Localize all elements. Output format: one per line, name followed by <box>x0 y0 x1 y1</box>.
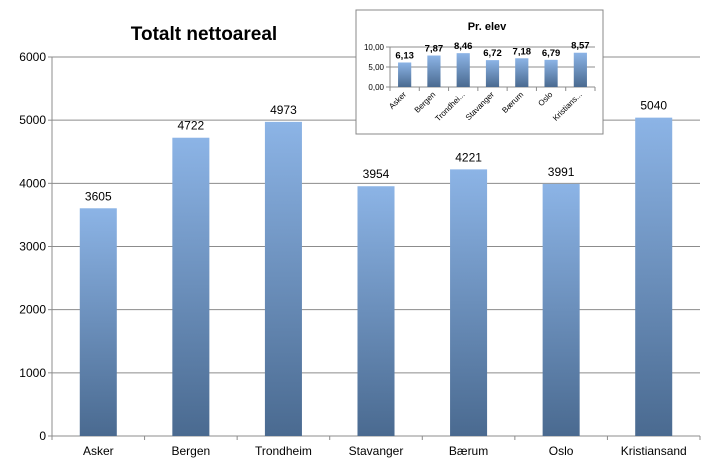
bar-bærum <box>450 169 488 436</box>
data-labels: 3605 4722 4973 3954 4221 3991 5040 <box>85 99 667 204</box>
y-tick-label: 0 <box>39 429 46 443</box>
data-label: 4973 <box>270 103 297 117</box>
inset-title: Pr. elev <box>468 21 507 33</box>
data-label: 6,72 <box>483 48 502 59</box>
y-tick-label: 2000 <box>19 303 46 317</box>
x-tick-label: Bergen <box>172 444 211 458</box>
bar-trondhei <box>456 53 470 87</box>
bars <box>79 117 673 437</box>
data-label: 6,13 <box>395 50 414 61</box>
x-tick-label: Oslo <box>549 444 574 458</box>
bar-kristians <box>573 52 587 87</box>
inset-chart: Pr. elev 0,00 5,00 10,00 6,13 7,87 8,46 6,72 7… <box>355 9 604 135</box>
x-tick-label: Bærum <box>449 444 488 458</box>
y-tick-label: 6000 <box>19 50 46 64</box>
x-tick-label: Stavanger <box>349 444 404 458</box>
y-tick-label: 5,00 <box>368 63 384 72</box>
bar-bergen <box>172 137 210 437</box>
bar-asker <box>398 62 412 87</box>
data-label: 6,79 <box>542 48 561 59</box>
chart-title: Totalt nettoareal <box>131 24 277 45</box>
bar-kristiansand <box>635 117 673 436</box>
inset-y-axis-ticks: 0,00 5,00 10,00 <box>364 43 385 92</box>
y-tick-label: 1000 <box>19 366 46 380</box>
bar-stavanger <box>485 60 500 87</box>
data-label: 4221 <box>455 150 482 164</box>
data-label: 3954 <box>363 167 390 181</box>
data-label: 8,57 <box>571 41 590 52</box>
y-tick-label: 5000 <box>19 113 46 127</box>
bar-bærum <box>515 58 529 87</box>
main-chart: Totalt nettoareal 0 1000 2000 3000 4000 5000 6… <box>19 24 701 458</box>
bar-oslo <box>544 59 558 87</box>
x-tick-label: Trondheim <box>255 444 312 458</box>
inset-data-labels: 6,13 7,87 8,46 6,72 7,18 6,79 8,57 <box>395 41 589 62</box>
data-label: 8,46 <box>454 41 473 52</box>
data-label: 5040 <box>640 99 667 113</box>
bar-bergen <box>427 55 441 87</box>
x-tick-label: Asker <box>83 444 114 458</box>
x-axis-ticks: Asker Bergen Trondheim Stavanger Bærum Oslo Kr… <box>83 444 687 458</box>
inset-bars <box>398 52 587 87</box>
bar-asker <box>79 208 117 436</box>
bar-trondheim <box>264 121 302 437</box>
data-label: 7,18 <box>513 46 532 57</box>
data-label: 3991 <box>548 165 575 179</box>
bar-oslo <box>542 183 580 436</box>
y-tick-label: 3000 <box>19 240 46 254</box>
bar-stavanger <box>357 186 395 436</box>
y-tick-label: 4000 <box>19 176 46 190</box>
y-tick-label: 10,00 <box>364 43 385 52</box>
data-label: 4722 <box>178 119 205 133</box>
data-label: 3605 <box>85 189 112 203</box>
y-tick-label: 0,00 <box>368 83 384 92</box>
y-axis-ticks: 0 1000 2000 3000 4000 5000 6000 <box>19 50 46 443</box>
x-tick-label: Kristiansand <box>621 444 687 458</box>
data-label: 7,87 <box>425 44 444 55</box>
inset-frame <box>355 9 604 135</box>
